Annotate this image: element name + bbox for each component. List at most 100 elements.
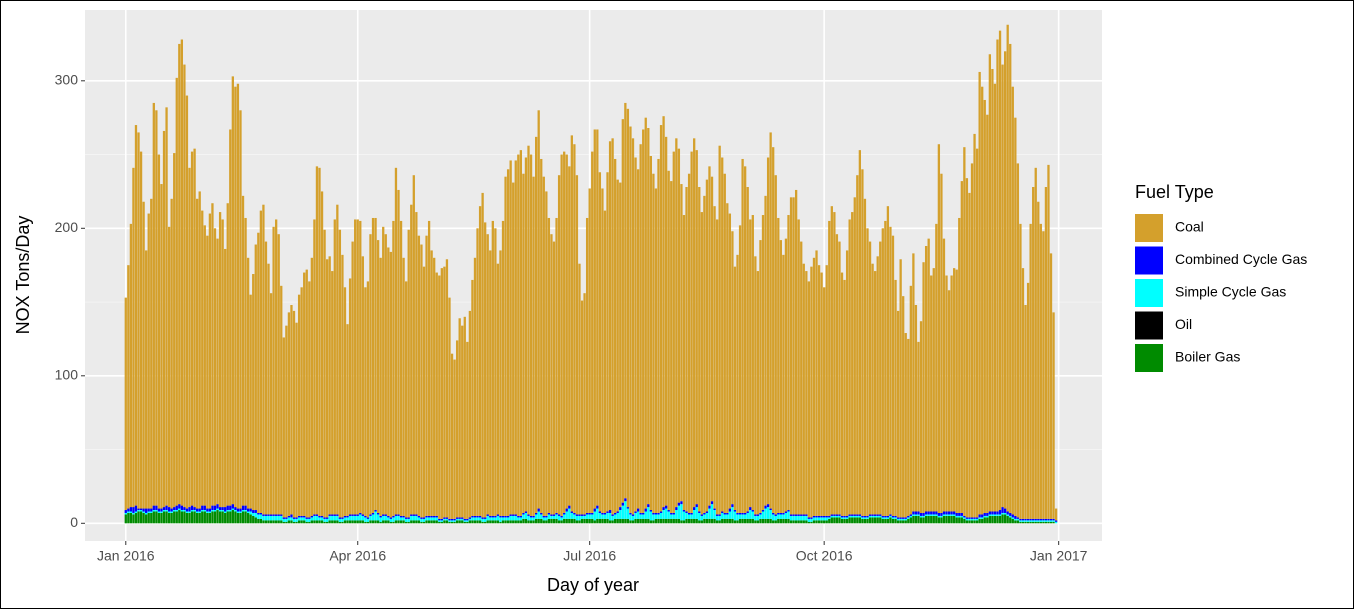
bar-segment	[440, 268, 443, 519]
bar-segment	[325, 517, 329, 519]
bar-segment	[417, 515, 421, 518]
bar-segment	[1032, 518, 1035, 521]
bar-segment	[807, 521, 811, 524]
legend-key	[1135, 311, 1163, 340]
bar-segment	[354, 515, 357, 521]
bar-segment	[670, 512, 673, 515]
bar-segment	[766, 504, 770, 508]
bar-segment	[741, 512, 744, 515]
bar-segment	[851, 515, 854, 518]
bar-segment	[845, 517, 849, 519]
bar-segment	[410, 204, 413, 515]
bar-segment	[443, 518, 446, 521]
bar-segment	[438, 521, 441, 524]
bar-segment	[494, 515, 497, 518]
bar-segment	[932, 511, 935, 515]
bar-segment	[924, 246, 928, 512]
bar-segment	[308, 281, 311, 518]
bar-segment	[127, 511, 130, 513]
bar-segment	[772, 520, 775, 524]
bar-segment	[792, 520, 795, 524]
bar-segment	[833, 515, 836, 518]
bar-segment	[445, 259, 449, 518]
bar-segment	[754, 520, 757, 524]
bar-segment	[272, 515, 275, 521]
bar-segment	[728, 508, 732, 512]
grid	[85, 10, 1102, 541]
bar-segment	[422, 518, 426, 522]
bar-segment	[863, 518, 867, 524]
bar-segment	[244, 217, 247, 506]
bar-segment	[1052, 312, 1055, 519]
bar-segment	[394, 520, 398, 524]
bar-segment	[315, 166, 319, 515]
bar-segment	[912, 515, 915, 524]
bar-segment	[774, 514, 777, 516]
bar-segment	[899, 518, 902, 521]
bar-segment	[152, 102, 155, 506]
bar-segment	[807, 518, 811, 522]
bar-segment	[438, 275, 441, 519]
bar-segment	[1021, 521, 1025, 524]
bar-segment	[927, 514, 930, 516]
bar-segment	[382, 515, 385, 521]
bar-segment	[779, 514, 782, 519]
bar-segment	[1039, 518, 1042, 521]
bar-segment	[389, 521, 393, 524]
bar-segment	[718, 520, 721, 524]
bar-segment	[524, 157, 528, 512]
bar-segment	[601, 518, 604, 524]
bar-segment	[254, 512, 257, 518]
bar-segment	[132, 167, 135, 508]
bar-segment	[884, 220, 887, 516]
bar-segment	[504, 515, 507, 518]
bar-segment	[297, 520, 301, 524]
bar-segment	[473, 517, 477, 521]
bar-segment	[703, 195, 706, 513]
bar-segment	[412, 515, 415, 521]
bar-segment	[624, 501, 627, 519]
bar-segment	[919, 512, 923, 516]
bar-segment	[226, 510, 229, 512]
bar-segment	[244, 511, 247, 524]
bar-segment	[713, 206, 716, 509]
bar-segment	[932, 515, 935, 524]
bar-segment	[162, 511, 166, 524]
bar-segment	[1042, 231, 1045, 519]
bar-segment	[942, 511, 946, 515]
bar-segment	[155, 110, 158, 506]
bar-segment	[654, 188, 658, 513]
bar-segment	[366, 281, 370, 518]
bar-segment	[871, 263, 874, 515]
bar-segment	[517, 520, 520, 524]
bar-segment	[499, 517, 502, 522]
bar-segment	[134, 512, 138, 524]
bar-segment	[815, 250, 818, 516]
bar-segment	[912, 514, 915, 516]
bar-segment	[820, 272, 823, 516]
bar-segment	[275, 515, 278, 521]
bar-segment	[509, 520, 512, 524]
bar-segment	[687, 512, 691, 515]
bar-segment	[384, 520, 387, 524]
bar-segment	[297, 517, 301, 521]
bar-segment	[866, 515, 869, 518]
bar-segment	[682, 215, 686, 511]
legend-label: Coal	[1175, 219, 1204, 235]
bar-segment	[318, 517, 321, 521]
bar-segment	[978, 514, 981, 518]
bar-segment	[861, 518, 864, 524]
bar-segment	[445, 518, 449, 521]
bar-segment	[338, 229, 342, 518]
bar-segment	[165, 510, 168, 512]
bar-segment	[1014, 518, 1017, 521]
bar-segment	[292, 518, 296, 522]
bar-segment	[180, 511, 184, 524]
bar-segment	[761, 518, 765, 524]
bar-segment	[514, 520, 517, 524]
bar-segment	[1011, 518, 1014, 524]
bar-segment	[840, 518, 844, 524]
bar-segment	[412, 514, 415, 516]
bar-segment	[606, 518, 609, 524]
bar-segment	[965, 520, 969, 524]
